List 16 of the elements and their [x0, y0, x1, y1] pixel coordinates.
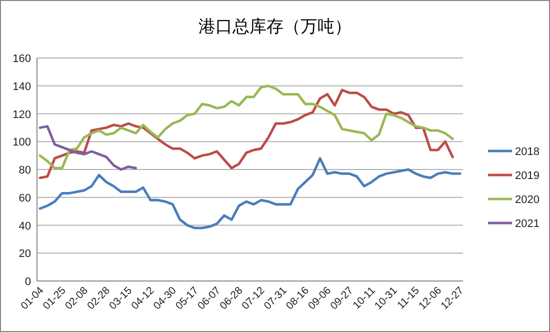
y-tick-label: 60	[18, 192, 31, 204]
y-tick-label: 0	[24, 276, 31, 288]
legend-label: 2018	[515, 146, 540, 158]
y-tick-label: 100	[12, 136, 31, 149]
y-tick-label: 120	[12, 108, 31, 121]
line-series	[38, 157, 462, 230]
y-tick-label: 20	[18, 248, 31, 260]
y-tick-label: 140	[12, 80, 31, 93]
y-tick-label: 80	[18, 164, 31, 176]
legend-label: 2020	[515, 194, 540, 206]
line-series	[38, 125, 138, 171]
legend-label: 2021	[515, 218, 540, 230]
legend-label: 2019	[515, 170, 540, 182]
y-tick-label: 160	[12, 53, 31, 65]
y-tick-label: 40	[18, 220, 31, 232]
chart-title: 港口总库存（万吨）	[198, 17, 352, 37]
